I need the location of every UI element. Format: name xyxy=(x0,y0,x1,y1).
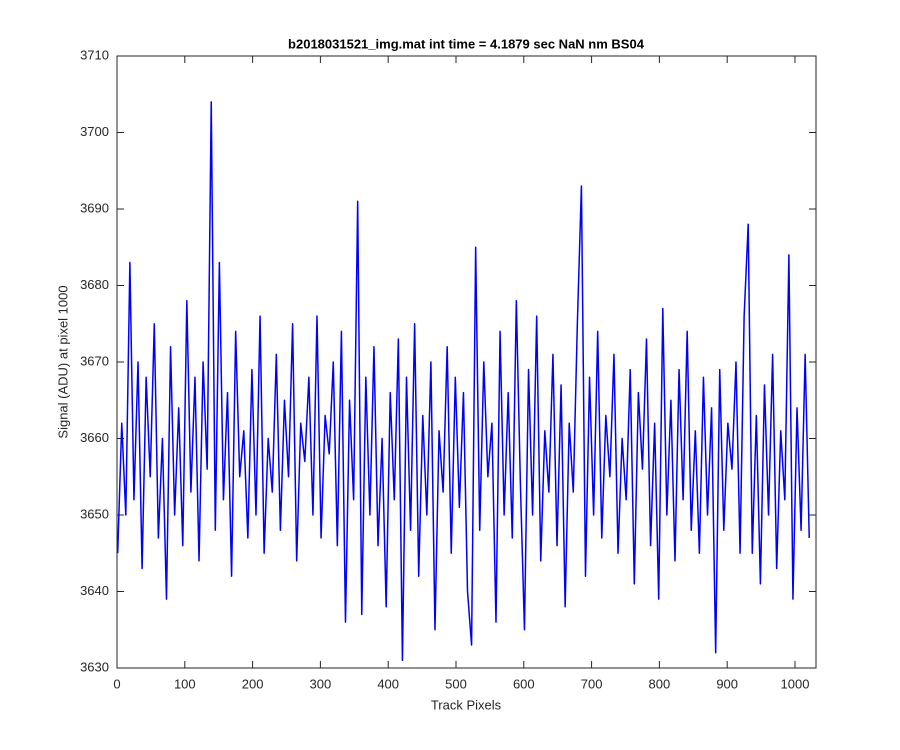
x-tick-label: 700 xyxy=(581,676,603,691)
y-tick-label: 3630 xyxy=(80,659,109,674)
x-tick-label: 100 xyxy=(174,676,196,691)
y-tick-label: 3660 xyxy=(80,430,109,445)
y-tick-label: 3700 xyxy=(80,124,109,139)
x-axis-label: Track Pixels xyxy=(431,697,502,712)
x-tick-label: 0 xyxy=(113,676,120,691)
x-tick-label: 800 xyxy=(649,676,671,691)
y-tick-label: 3710 xyxy=(80,47,109,62)
x-tick-label: 1000 xyxy=(781,676,810,691)
y-tick-label: 3690 xyxy=(80,200,109,215)
x-tick-label: 600 xyxy=(513,676,535,691)
y-tick-label: 3650 xyxy=(80,506,109,521)
y-tick-label: 3670 xyxy=(80,353,109,368)
x-tick-label: 200 xyxy=(242,676,264,691)
x-tick-label: 500 xyxy=(445,676,467,691)
chart-title: b2018031521_img.mat int time = 4.1879 se… xyxy=(288,36,645,51)
y-tick-label: 3680 xyxy=(80,277,109,292)
data-line xyxy=(116,101,810,662)
plot-frame xyxy=(116,55,817,669)
x-tick-label: 900 xyxy=(716,676,738,691)
y-tick-label: 3640 xyxy=(80,583,109,598)
x-tick-label: 400 xyxy=(377,676,399,691)
y-axis-label: Signal (ADU) at pixel 1000 xyxy=(55,285,70,438)
x-tick-label: 300 xyxy=(310,676,332,691)
